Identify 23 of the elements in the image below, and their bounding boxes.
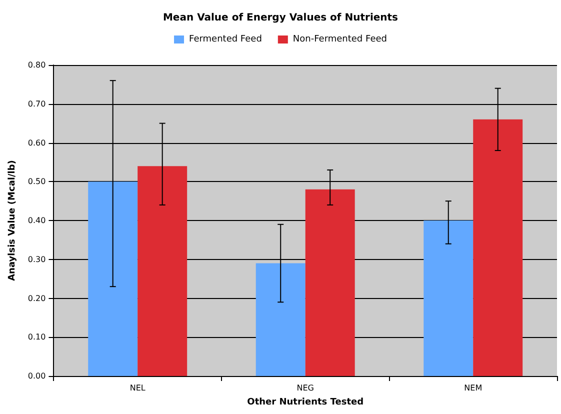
x-tick-label: NEG bbox=[296, 384, 314, 392]
y-tick-label: 0.40 bbox=[28, 216, 46, 225]
legend-label: Non-Fermented Feed bbox=[292, 34, 387, 44]
y-tick-label: 0.20 bbox=[28, 294, 46, 303]
bar bbox=[305, 189, 355, 376]
y-tick-label: 0.60 bbox=[28, 138, 46, 148]
y-axis-title: Anaylsis Value (Mcal/lb) bbox=[8, 160, 18, 281]
bar bbox=[138, 166, 188, 376]
y-tick-label: 0.70 bbox=[28, 99, 46, 108]
x-tick-label: NEM bbox=[464, 384, 482, 392]
bar bbox=[256, 263, 306, 376]
y-tick-label: 0.80 bbox=[28, 60, 46, 70]
legend-label: Fermented Feed bbox=[189, 34, 262, 44]
bar bbox=[473, 119, 523, 376]
y-tick-label: 0.50 bbox=[28, 177, 46, 186]
chart-title: Mean Value of Energy Values of Nutrients bbox=[162, 12, 398, 24]
bar bbox=[424, 220, 474, 376]
y-tick-label: 0.10 bbox=[28, 332, 46, 342]
bar bbox=[88, 182, 138, 376]
x-tick-label: NEL bbox=[130, 384, 146, 392]
y-tick-label: 0.00 bbox=[28, 372, 46, 380]
x-axis-title: Other Nutrients Tested bbox=[247, 398, 364, 408]
y-tick-label: 0.30 bbox=[28, 254, 46, 264]
